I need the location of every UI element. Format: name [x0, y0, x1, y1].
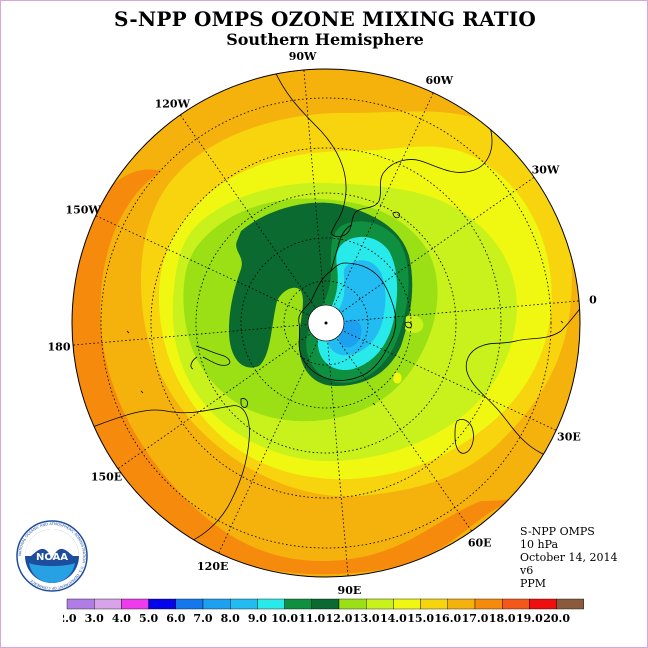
- colorbar-tick-label: 18.0: [489, 612, 516, 625]
- colorbar-tick-label: 20.0: [543, 612, 570, 625]
- longitude-label: 90E: [338, 584, 362, 597]
- colorbar-swatch: [175, 598, 204, 610]
- coast-islands-indian: [126, 320, 564, 406]
- colorbar-swatch: [529, 598, 557, 610]
- colorbar-tick-label: 6.0: [166, 612, 185, 625]
- longitude-label: 60W: [425, 74, 453, 87]
- colorbar-tick-label: 7.0: [193, 612, 212, 625]
- colorbar-swatch: [229, 598, 258, 610]
- longitude-label: 30E: [557, 430, 581, 443]
- latitude-circle: [150, 147, 502, 499]
- colorbar-tick-label: 11.0: [298, 612, 325, 625]
- colorbar-swatch: [447, 598, 476, 610]
- colorbar-tick-label: 13.0: [353, 612, 380, 625]
- latitude-circle: [195, 192, 457, 454]
- colorbar-tick-label: 17.0: [462, 612, 489, 625]
- colorbar-tick-label: 14.0: [380, 612, 407, 625]
- colorbar-swatch: [502, 598, 530, 610]
- colorbar-tick-label: 5.0: [139, 612, 158, 625]
- colorbar-swatch: [284, 598, 313, 610]
- colorbar-swatch: [338, 598, 367, 610]
- colorbar-swatch: [94, 598, 122, 610]
- coast-africa: [465, 280, 580, 472]
- map-boundary: [71, 68, 581, 578]
- longitude-labels: 90W 60W 30W 0 30E 60E 90E 120E 150E 180 150W 120W: [48, 50, 598, 597]
- colorbar-tick-label: 9.0: [248, 612, 267, 625]
- longitude-label: 60E: [468, 537, 492, 550]
- ozone-contour-field: [72, 69, 580, 577]
- longitude-label: 150W: [65, 204, 101, 217]
- colorbar-tick-label: 16.0: [434, 612, 461, 625]
- latitude-circle: [240, 237, 412, 409]
- colorbar-tick-label: 4.0: [112, 612, 131, 625]
- colorbar: 2.0 3.0 4.0 5.0 6.0 7.0 8.0 9.0 10.011.012.013.0…: [63, 598, 585, 625]
- logo-text: NOAA: [36, 552, 68, 563]
- colorbar-swatch: [148, 598, 176, 610]
- noaa-logo: NOAA NATIONAL OCEANIC AND ATMOSPHERIC AD…: [16, 520, 88, 592]
- map-title: S-NPP OMPS OZONE MIXING RATIO: [114, 7, 536, 31]
- colorbar-swatch: [420, 598, 449, 610]
- pole-inner-ring: [307, 304, 345, 342]
- longitude-label: 120W: [155, 98, 191, 111]
- longitude-label: 0: [589, 294, 597, 307]
- map-subtitle: Southern Hemisphere: [226, 30, 424, 49]
- pressure-level-label: 10 hPa: [520, 538, 559, 551]
- colorbar-swatch: [311, 598, 340, 610]
- longitude-label: 180: [48, 340, 71, 353]
- colorbar-swatch: [66, 598, 95, 610]
- colorbar-tick-label: 2.0: [63, 612, 77, 625]
- coast-falklands: [392, 211, 400, 219]
- map-info-block: S-NPP OMPS 10 hPa October 14, 2014 v6 PP…: [520, 525, 618, 590]
- colorbar-tick-label: 19.0: [516, 612, 543, 625]
- colorbar-swatch: [202, 598, 231, 610]
- coast-tasmania: [240, 398, 248, 408]
- colorbar-tick-label: 10.0: [271, 612, 298, 625]
- coast-antarctic-peninsula: [330, 224, 352, 272]
- longitude-label: 120E: [197, 560, 228, 573]
- coast-madagascar: [454, 419, 474, 454]
- contour-spot-15: [393, 372, 402, 384]
- colorbar-labels: 2.0 3.0 4.0 5.0 6.0 7.0 8.0 9.0 10.011.012.013.0…: [63, 612, 570, 625]
- contour-7-8: [339, 319, 362, 348]
- graticule: [72, 69, 580, 577]
- colorbar-swatch: [257, 598, 285, 610]
- date-label: October 14, 2014: [520, 551, 618, 564]
- units-label: PPM: [520, 577, 547, 590]
- colorbar-swatch: [474, 598, 503, 610]
- latitude-circle: [283, 280, 369, 366]
- colorbar-swatch: [121, 598, 149, 610]
- coast-antarctica: [298, 262, 397, 381]
- longitude-label: 90W: [289, 50, 317, 63]
- colorbar-swatch: [366, 598, 394, 610]
- colorbar-swatches: [66, 598, 585, 610]
- colorbar-tick-label: 15.0: [407, 612, 434, 625]
- colorbar-swatch: [393, 598, 421, 610]
- longitude-label: 30W: [532, 163, 560, 176]
- colorbar-swatch: [556, 598, 585, 610]
- longitude-label: 150E: [91, 471, 122, 484]
- colorbar-tick-label: 3.0: [85, 612, 104, 625]
- colorbar-tick-label: 8.0: [221, 612, 240, 625]
- south-pole-marker: [324, 321, 328, 325]
- coastlines: [80, 69, 580, 548]
- colorbar-tick-label: 12.0: [326, 612, 353, 625]
- contour-spot-13: [405, 315, 424, 333]
- latitude-circle: [100, 97, 552, 549]
- coast-new-zealand: [190, 345, 231, 370]
- instrument-label: S-NPP OMPS: [520, 525, 595, 538]
- version-label: v6: [520, 564, 534, 577]
